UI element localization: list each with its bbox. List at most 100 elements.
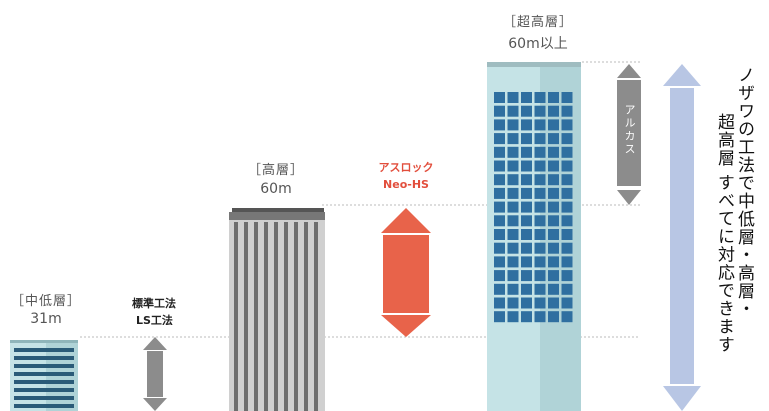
tower-window	[507, 270, 519, 282]
high-rise-height: 60m	[260, 181, 292, 197]
tower-window	[507, 92, 519, 103]
tower-window	[521, 201, 532, 213]
tower-window	[548, 133, 559, 145]
tower-window	[534, 283, 546, 295]
tower-window	[561, 256, 573, 268]
tower-window	[521, 92, 532, 103]
standard-method-arrow	[143, 337, 167, 411]
tower-window	[521, 160, 532, 172]
tower-window	[534, 242, 546, 254]
full-range-arrow	[663, 64, 701, 411]
tower-window	[561, 270, 573, 282]
tower-window	[534, 270, 546, 282]
tower-window	[548, 229, 559, 240]
high-rise-column	[294, 222, 298, 411]
tower-window	[561, 201, 573, 213]
tower-window	[561, 215, 573, 227]
tower-window	[521, 283, 532, 295]
aslock-name: アスロック	[378, 161, 434, 174]
tower-window	[561, 187, 573, 199]
tower-window	[561, 133, 573, 145]
tower-window	[494, 270, 505, 282]
tower-window	[534, 146, 546, 158]
high-rise-column	[284, 222, 288, 411]
super-high-rise-height: 60m以上	[508, 36, 568, 52]
tower-window	[561, 297, 573, 309]
high-rise-column	[234, 222, 238, 411]
tower-window	[507, 201, 519, 213]
tower-window	[548, 215, 559, 227]
tower-window	[494, 187, 505, 199]
tower-window	[534, 174, 546, 186]
high-rise-column	[274, 222, 278, 411]
super-high-rise-tower	[487, 62, 581, 411]
tower-window	[534, 119, 546, 131]
tower-window	[561, 242, 573, 254]
tower-window	[521, 174, 532, 186]
tower-window	[521, 256, 532, 268]
low-rise-window-band	[14, 404, 74, 408]
low-rise-window-band	[14, 356, 74, 360]
tower-window	[534, 133, 546, 145]
tower-window	[507, 242, 519, 254]
tower-window	[534, 297, 546, 309]
tower-window	[534, 229, 546, 240]
tower-window	[521, 105, 532, 117]
high-rise-category: ［高層］	[247, 163, 304, 178]
high-rise-column	[254, 222, 258, 411]
low-rise-window-band	[14, 364, 74, 368]
tower-window	[507, 133, 519, 145]
alkasu-label: アルカス	[623, 104, 636, 156]
aslock-arrow	[381, 208, 431, 337]
tower-window	[561, 160, 573, 172]
tower-window	[548, 187, 559, 199]
tower-window	[534, 105, 546, 117]
tower-window	[561, 92, 573, 103]
tower-window	[494, 105, 505, 117]
tower-window	[548, 283, 559, 295]
tower-window	[561, 311, 573, 323]
tower-window	[494, 146, 505, 158]
tower-window	[548, 242, 559, 254]
tower-window	[507, 146, 519, 158]
tower-window	[494, 92, 505, 103]
tower-window	[521, 187, 532, 199]
super-high-rise-category: ［超高層］	[502, 15, 573, 30]
low-rise-window-band	[14, 372, 74, 376]
tower-window	[561, 105, 573, 117]
tower-window	[548, 270, 559, 282]
tower-window	[521, 133, 532, 145]
tower-window	[561, 229, 573, 240]
low-rise-window-band	[14, 396, 74, 400]
tower-window	[521, 229, 532, 240]
tower-window	[534, 201, 546, 213]
tower-window	[534, 311, 546, 323]
low-rise-window-band	[14, 388, 74, 392]
tower-window	[548, 92, 559, 103]
low-rise-window-band	[14, 380, 74, 384]
standard-method-name: 標準工法	[132, 297, 176, 310]
tower-window	[548, 119, 559, 131]
tower-window	[548, 311, 559, 323]
tower-window	[548, 297, 559, 309]
tower-window	[521, 242, 532, 254]
tower-window	[507, 297, 519, 309]
tagline-line-1: ノザワの工法で中低層・高層・	[734, 66, 754, 318]
high-rise-column	[264, 222, 268, 411]
tower-window	[521, 311, 532, 323]
tower-window	[548, 256, 559, 268]
tower-window	[561, 283, 573, 295]
tower-window	[548, 160, 559, 172]
tower-window	[521, 297, 532, 309]
tagline-line-2: 超高層 すべてに対応できます	[714, 113, 734, 354]
tower-window	[521, 119, 532, 131]
tower-window	[494, 311, 505, 323]
tower-window	[561, 146, 573, 158]
tower-window	[494, 229, 505, 240]
tower-window	[548, 146, 559, 158]
tower-window	[507, 105, 519, 117]
aslock-model: Neo-HS	[383, 178, 429, 191]
tower-window	[548, 201, 559, 213]
